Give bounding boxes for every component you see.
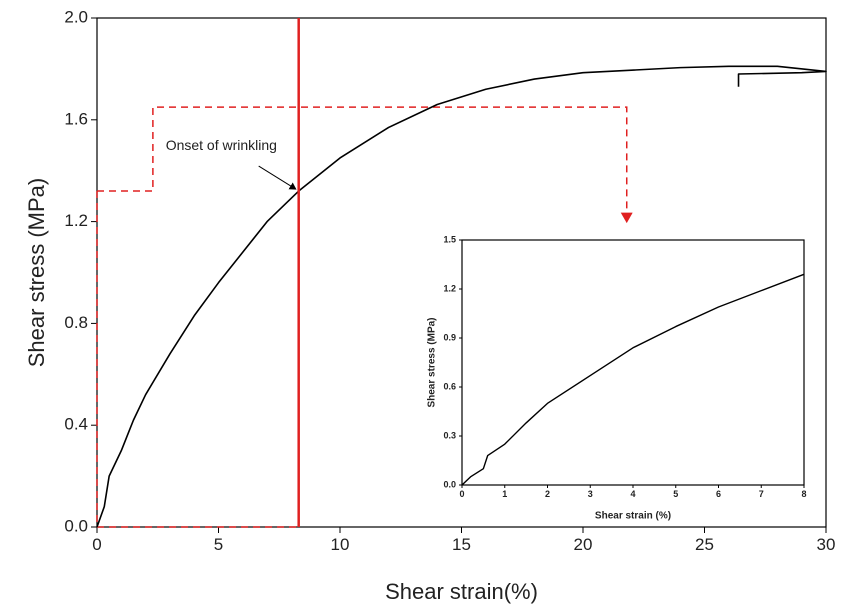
x-axis-label: Shear strain (%) bbox=[595, 511, 671, 522]
data-line bbox=[96, 65, 827, 528]
guide-line bbox=[96, 191, 299, 528]
y-axis-label: Shear stress (MPa) bbox=[24, 178, 49, 368]
x-tick-label: 7 bbox=[759, 489, 764, 499]
x-tick-label: 6 bbox=[716, 489, 721, 499]
y-tick-label: 0.0 bbox=[443, 479, 456, 489]
x-tick-label: 5 bbox=[214, 535, 223, 554]
y-tick-label: 0.8 bbox=[64, 313, 88, 332]
x-tick-label: 3 bbox=[588, 489, 593, 499]
y-axis-label: Shear stress (MPa) bbox=[427, 317, 438, 407]
x-tick-label: 8 bbox=[801, 489, 806, 499]
x-tick-label: 15 bbox=[452, 535, 471, 554]
y-tick-label: 0.6 bbox=[443, 381, 456, 391]
y-tick-label: 1.5 bbox=[443, 234, 456, 244]
x-tick-label: 20 bbox=[574, 535, 593, 554]
y-tick-label: 0.3 bbox=[443, 430, 456, 440]
annotation-arrow bbox=[258, 165, 297, 190]
x-tick-label: 5 bbox=[673, 489, 678, 499]
x-tick-label: 0 bbox=[459, 489, 464, 499]
x-tick-label: 1 bbox=[502, 489, 507, 499]
x-tick-label: 2 bbox=[545, 489, 550, 499]
y-tick-label: 2.0 bbox=[64, 7, 88, 26]
y-tick-label: 1.2 bbox=[64, 211, 88, 230]
y-tick-label: 0.0 bbox=[64, 516, 88, 535]
y-tick-label: 1.2 bbox=[443, 283, 456, 293]
y-tick-label: 0.9 bbox=[443, 332, 456, 342]
annotation-text: Onset of wrinkling bbox=[166, 137, 277, 153]
x-tick-label: 25 bbox=[695, 535, 714, 554]
y-tick-label: 1.6 bbox=[64, 109, 88, 128]
x-tick-label: 0 bbox=[92, 535, 101, 554]
x-tick-label: 30 bbox=[817, 535, 836, 554]
x-tick-label: 4 bbox=[630, 489, 635, 499]
plot-frame bbox=[461, 239, 805, 486]
guide-line bbox=[97, 106, 633, 224]
x-tick-label: 10 bbox=[331, 535, 350, 554]
x-axis-label: Shear strain(%) bbox=[385, 579, 538, 604]
y-tick-label: 0.4 bbox=[64, 415, 88, 434]
data-line bbox=[461, 273, 805, 486]
